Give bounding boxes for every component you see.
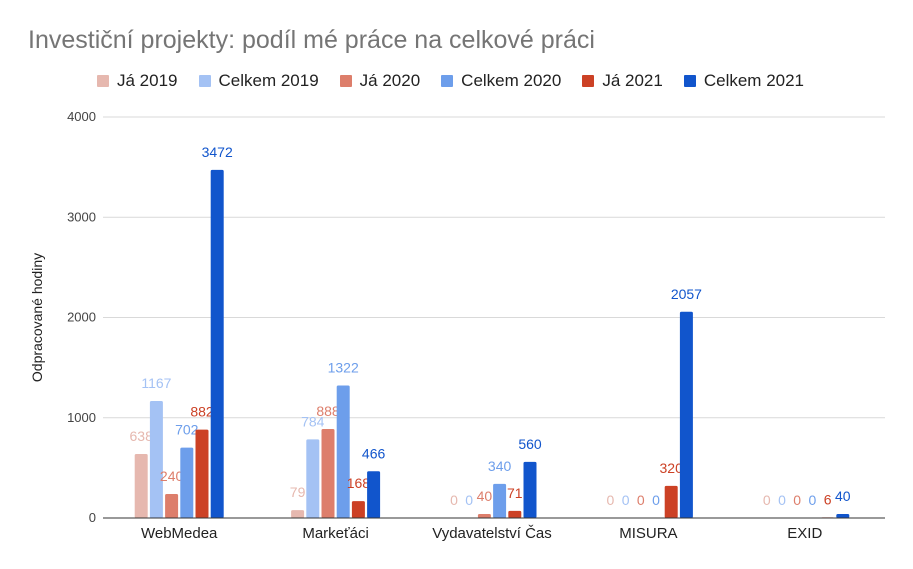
bar — [508, 510, 522, 518]
bar — [195, 429, 209, 518]
data-label: 882 — [190, 404, 214, 420]
bar — [291, 510, 305, 518]
legend-label: Já 2019 — [117, 71, 178, 90]
legend-item: Celkem 2019 — [198, 71, 319, 91]
data-label: 240 — [160, 468, 184, 484]
data-label: 0 — [450, 492, 458, 508]
legend-label: Já 2020 — [359, 71, 421, 90]
legend-item: Já 2019 — [97, 71, 178, 91]
data-label: 40 — [835, 488, 851, 504]
data-label: 320 — [660, 460, 684, 476]
bar — [336, 385, 350, 518]
data-label: 40 — [477, 488, 493, 504]
chart-title: Investiční projekty: podíl mé práce na c… — [28, 26, 595, 54]
data-label: 168 — [347, 475, 371, 491]
data-label: 79 — [290, 484, 306, 500]
legend-label: Celkem 2020 — [461, 71, 562, 90]
bar — [367, 471, 381, 518]
legend-label: Celkem 2021 — [703, 71, 805, 90]
legend-swatch — [97, 75, 109, 87]
bar — [523, 461, 537, 518]
data-label: 0 — [607, 492, 615, 508]
data-label: 71 — [507, 485, 523, 501]
bar — [836, 513, 850, 518]
x-tick-label: Markeťáci — [302, 525, 368, 542]
bar — [664, 485, 678, 518]
data-label: 0 — [793, 492, 801, 508]
data-label: 466 — [362, 445, 386, 461]
data-label: 888 — [316, 403, 340, 419]
data-label: 3472 — [202, 144, 233, 160]
legend: Já 2019 Celkem 2019 Já 2020 Celkem 2020 Já 2… — [97, 71, 825, 91]
data-label: 340 — [488, 458, 512, 474]
legend-swatch — [582, 75, 595, 87]
x-tick-label: WebMedea — [141, 525, 218, 542]
legend-swatch — [339, 75, 352, 87]
legend-item: Já 2020 — [339, 71, 421, 91]
bar — [134, 454, 148, 518]
legend-label: Celkem 2019 — [218, 71, 319, 90]
bar — [210, 169, 224, 518]
data-label: 1322 — [328, 359, 359, 375]
data-label: 6 — [824, 491, 832, 507]
bar — [679, 311, 693, 518]
legend-swatch — [683, 75, 696, 87]
y-tick-label: 1000 — [67, 410, 96, 425]
data-label: 0 — [652, 492, 660, 508]
data-label: 0 — [637, 492, 645, 508]
data-label: 560 — [518, 436, 542, 452]
data-label: 638 — [130, 428, 154, 444]
bar — [306, 439, 320, 518]
data-label: 1167 — [141, 375, 171, 391]
data-label: 2057 — [671, 286, 702, 302]
x-tick-label: MISURA — [619, 525, 677, 542]
legend-item: Celkem 2020 — [441, 71, 561, 91]
bar — [149, 401, 163, 518]
bar — [351, 501, 365, 518]
data-label: 0 — [763, 492, 771, 508]
legend-item: Celkem 2021 — [683, 71, 805, 91]
legend-swatch — [198, 75, 211, 87]
data-label: 784 — [301, 413, 325, 429]
data-label: 0 — [622, 492, 630, 508]
legend-label: Já 2021 — [602, 71, 663, 90]
y-tick-label: 0 — [89, 510, 96, 525]
y-axis-title: Odpracované hodiny — [29, 253, 45, 382]
legend-item: Já 2021 — [582, 71, 663, 91]
data-label: 702 — [175, 422, 199, 438]
data-label: 0 — [465, 492, 473, 508]
bar — [165, 493, 179, 518]
x-tick-label: Vydavatelství Čas — [432, 525, 552, 542]
y-tick-label: 3000 — [67, 209, 96, 224]
bar — [493, 483, 507, 518]
y-tick-label: 2000 — [67, 310, 96, 325]
x-tick-label: EXID — [787, 525, 822, 542]
data-label: 0 — [778, 492, 786, 508]
bar — [180, 447, 194, 518]
legend-swatch — [441, 75, 454, 87]
data-label: 0 — [809, 492, 817, 508]
bar — [477, 513, 491, 518]
y-tick-label: 4000 — [67, 109, 96, 124]
bar — [321, 428, 335, 518]
